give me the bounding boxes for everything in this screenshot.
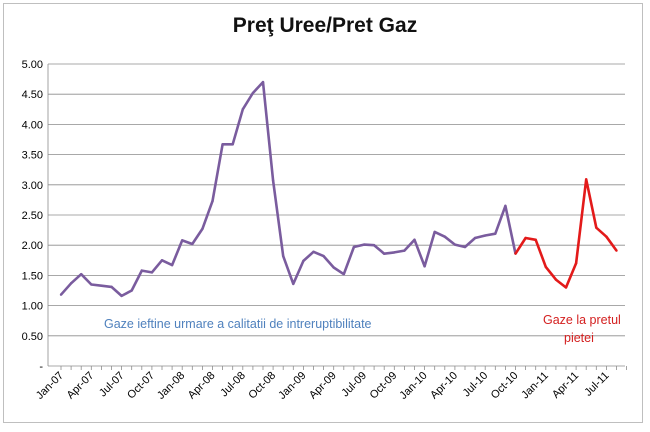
data-point [110,285,113,289]
data-point [282,254,285,258]
data-point [90,283,93,286]
data-point [615,249,618,252]
data-point [433,230,436,234]
data-point [413,238,416,241]
y-tick-label: 3.00 [22,180,43,192]
y-tick-label: 3.50 [22,150,43,162]
data-point [554,278,558,281]
data-point [595,226,598,229]
data-point [59,293,63,296]
data-point [312,250,315,254]
x-tick-label: Apr-07 [65,370,97,402]
x-tick-label: Jan-10 [397,370,429,402]
data-point [302,259,305,263]
data-point [140,269,143,272]
data-point [534,238,537,241]
chart-frame [3,3,643,423]
x-tick-label: Oct-07 [125,370,157,402]
data-point [372,244,376,247]
data-point [383,252,386,255]
gridlines [48,63,625,337]
x-tick-label: Jul-08 [218,370,248,400]
x-tick-label: Apr-09 [307,370,339,402]
y-tick-labels: - 0.50 1.00 1.50 2.00 2.50 3.00 3.50 4.00 4.50 5.0… [22,59,44,373]
data-point [221,143,224,146]
data-point [120,294,123,298]
x-tick-label: Jul-07 [97,370,127,400]
y-tick-label: 0.50 [22,331,43,343]
data-point [332,266,335,269]
x-tick-label: Jul-10 [461,370,491,400]
data-point [423,265,426,268]
x-tick-label: Jan-09 [276,370,308,402]
chart-title: Preţ Uree/Pret Gaz [232,14,418,37]
x-tick-label: Jul-09 [339,370,369,400]
data-point [585,178,588,181]
x-tick-label: Jan-07 [34,370,66,402]
x-tick-label: Jan-08 [155,370,187,402]
data-point [211,199,214,203]
y-tick-label: 1.00 [22,301,43,313]
x-tick-label: Jul-11 [582,370,611,399]
annotation-cheap-gas: Gaze ieftine urmare a calitatii de intre… [104,317,372,331]
y-tick-label: 4.00 [22,119,43,131]
data-point [322,254,325,258]
data-point [504,204,507,208]
data-point [261,80,265,84]
data-point [100,284,103,287]
data-point [241,108,244,111]
data-point [251,91,255,95]
data-point [524,236,527,240]
data-point [403,249,406,252]
data-point [443,235,446,238]
data-point [605,235,608,238]
y-tick-label: 4.50 [22,89,43,101]
data-point [150,271,154,274]
data-point [473,236,477,240]
data-point [80,272,83,276]
y-tick-label: 2.50 [22,210,43,222]
data-point [181,239,184,242]
x-tick-label: Oct-10 [489,370,521,402]
data-point [494,232,497,235]
data-point [342,272,345,276]
series-lines [59,80,618,298]
x-tick-label: Oct-08 [246,370,278,402]
data-point [160,259,164,262]
data-point [170,263,174,267]
data-point [352,245,356,249]
data-point [69,282,73,285]
data-point [453,243,457,246]
annotation-market-price-line1: Gaze la pretul [543,313,621,327]
axes [47,64,627,370]
data-point [362,243,366,246]
x-tick-label: Apr-08 [186,370,218,402]
y-tick-label: 1.50 [22,270,43,282]
data-point [564,286,568,289]
data-point [544,265,547,269]
data-point [231,143,234,146]
x-tick-label: Apr-10 [428,370,460,402]
x-tick-label: Apr-11 [550,370,581,401]
series-line-0 [60,80,517,298]
y-tick-label: - [39,361,43,373]
data-point [514,252,517,255]
x-tick-label: Jan-11 [519,370,551,402]
data-point [574,262,578,265]
x-tick-label: Oct-09 [368,370,400,402]
data-point [484,234,487,237]
data-point [463,245,467,249]
data-point [292,282,295,286]
data-point [130,289,133,292]
y-tick-label: 2.00 [22,240,43,252]
data-point [393,251,396,254]
series-line-1 [514,178,618,289]
y-tick-label: 5.00 [22,59,43,71]
data-point [271,179,275,182]
annotation-market-price-line2: pietei [564,331,594,345]
data-point [191,242,194,246]
data-point [201,227,204,231]
